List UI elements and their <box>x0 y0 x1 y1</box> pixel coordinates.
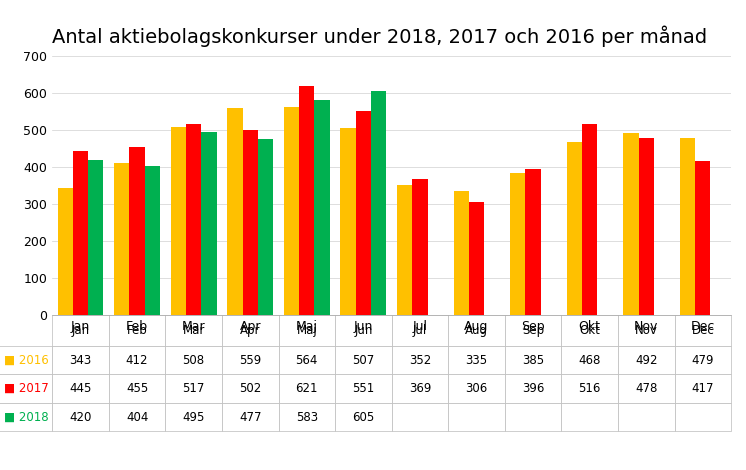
Bar <box>397 185 413 315</box>
Bar <box>413 179 427 315</box>
Bar <box>582 125 598 315</box>
Bar <box>228 109 242 315</box>
Bar <box>510 173 525 315</box>
Bar <box>299 86 314 315</box>
Bar <box>314 100 330 315</box>
Bar <box>639 138 653 315</box>
Bar <box>145 166 160 315</box>
Bar <box>130 147 145 315</box>
Bar <box>356 111 371 315</box>
Bar <box>242 130 258 315</box>
Bar <box>340 128 356 315</box>
Bar <box>88 160 104 315</box>
Bar <box>695 161 710 315</box>
Bar <box>258 139 273 315</box>
Bar <box>371 92 386 315</box>
Bar <box>171 127 186 315</box>
Bar <box>114 163 130 315</box>
Bar <box>57 188 73 315</box>
Bar <box>186 124 201 315</box>
Bar <box>525 169 541 315</box>
Bar <box>567 142 582 315</box>
Text: Antal aktiebolagskonkurser under 2018, 2017 och 2016 per månad: Antal aktiebolagskonkurser under 2018, 2… <box>52 25 707 47</box>
Bar <box>201 132 216 315</box>
Bar <box>73 150 88 315</box>
Bar <box>624 133 639 315</box>
Bar <box>454 191 469 315</box>
Bar <box>284 107 299 315</box>
Bar <box>469 202 484 315</box>
Bar <box>680 138 695 315</box>
